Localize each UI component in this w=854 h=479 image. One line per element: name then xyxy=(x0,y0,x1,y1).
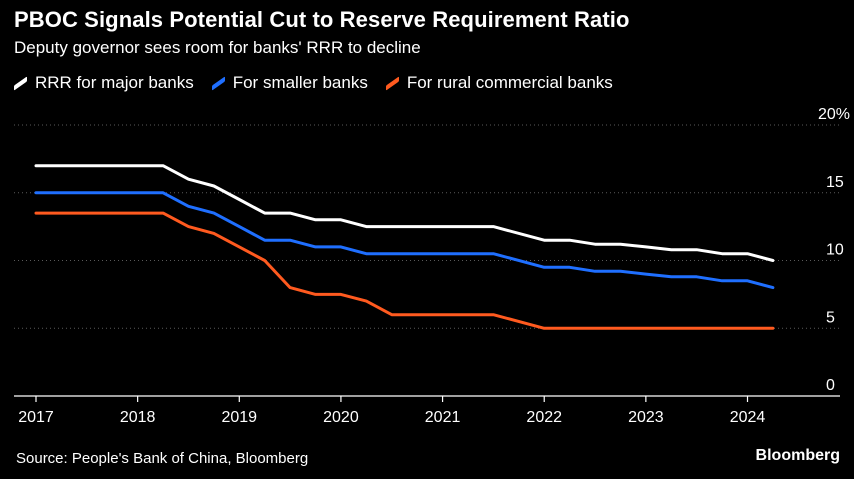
x-tick-label: 2024 xyxy=(730,409,766,426)
x-tick-label: 2017 xyxy=(18,409,54,426)
x-tick-label: 2018 xyxy=(120,409,156,426)
x-axis xyxy=(14,395,840,402)
y-tick-label: 15 xyxy=(826,174,844,191)
x-tick-label: 2022 xyxy=(526,409,562,426)
legend-item-smaller-banks: For smaller banks xyxy=(211,73,368,93)
chart-subtitle: Deputy governor sees room for banks' RRR… xyxy=(14,38,421,57)
legend-label-major-banks: RRR for major banks xyxy=(35,73,194,92)
y-axis-labels: 0 5 10 15 20% xyxy=(818,106,850,394)
chart-legend: RRR for major banks For smaller banks Fo… xyxy=(14,73,631,93)
x-tick-label: 2019 xyxy=(221,409,257,426)
x-tick-label: 2021 xyxy=(425,409,461,426)
legend-item-major-banks: RRR for major banks xyxy=(14,73,194,93)
series-line-rural-banks xyxy=(34,211,775,330)
legend-item-rural-banks: For rural commercial banks xyxy=(385,73,613,93)
brand-logo: Bloomberg xyxy=(755,447,840,464)
x-tick-label: 2023 xyxy=(628,409,664,426)
series-lines xyxy=(34,164,775,330)
x-axis-labels: 2017 2018 2019 2020 2021 2022 2023 2024 xyxy=(18,409,765,426)
y-tick-label: 10 xyxy=(826,242,844,259)
series-line-smaller-banks xyxy=(34,191,775,290)
source-note: Source: People's Bank of China, Bloomber… xyxy=(16,450,309,467)
legend-label-smaller-banks: For smaller banks xyxy=(232,73,368,92)
y-tick-label: 5 xyxy=(826,309,835,326)
legend-label-rural-banks: For rural commercial banks xyxy=(406,73,613,92)
y-tick-label: 0 xyxy=(826,377,835,394)
series-line-major-banks xyxy=(34,164,775,262)
y-tick-label: 20% xyxy=(818,106,850,123)
chart-title: PBOC Signals Potential Cut to Reserve Re… xyxy=(14,7,630,32)
x-tick-label: 2020 xyxy=(323,409,359,426)
